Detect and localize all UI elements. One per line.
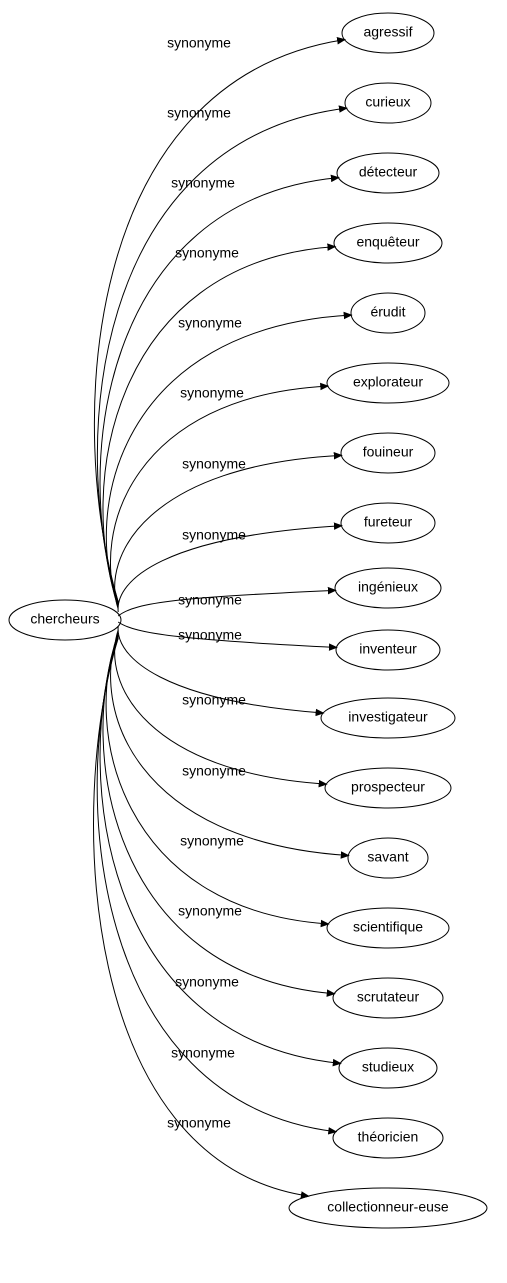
target-node-label-n11: prospecteur xyxy=(351,779,425,795)
edge-label-n10: synonyme xyxy=(182,692,246,708)
source-node-label: chercheurs xyxy=(30,611,99,627)
target-node-label-n2: détecteur xyxy=(359,164,418,180)
edge-label-n0: synonyme xyxy=(167,35,231,51)
edge-label-n11: synonyme xyxy=(182,763,246,779)
target-node-label-n10: investigateur xyxy=(348,709,428,725)
edge-label-n3: synonyme xyxy=(175,245,239,261)
edge-label-n9: synonyme xyxy=(178,627,242,643)
edge-label-n5: synonyme xyxy=(180,385,244,401)
edge-n13 xyxy=(106,635,328,924)
edge-label-n4: synonyme xyxy=(178,315,242,331)
edge-label-n13: synonyme xyxy=(178,903,242,919)
target-node-label-n16: théoricien xyxy=(358,1129,419,1145)
edge-n3 xyxy=(103,247,335,604)
edge-label-n2: synonyme xyxy=(171,175,235,191)
edge-label-n8: synonyme xyxy=(178,592,242,608)
edge-n5 xyxy=(111,386,328,607)
target-node-label-n3: enquêteur xyxy=(356,234,419,250)
target-node-label-n8: ingénieux xyxy=(358,579,418,595)
edge-label-n15: synonyme xyxy=(171,1045,235,1061)
edge-n12 xyxy=(111,633,349,855)
target-node-label-n14: scrutateur xyxy=(357,989,420,1005)
edge-label-n14: synonyme xyxy=(175,974,239,990)
target-node-label-n0: agressif xyxy=(363,24,412,40)
edge-n14 xyxy=(103,636,334,994)
edge-label-n6: synonyme xyxy=(182,456,246,472)
target-node-label-n7: fureteur xyxy=(364,514,413,530)
target-node-label-n5: explorateur xyxy=(353,374,423,390)
target-node-label-n12: savant xyxy=(367,849,408,865)
edge-label-n12: synonyme xyxy=(180,833,244,849)
synonym-graph: chercheurs synonyme agressif synonyme curieu… xyxy=(0,0,507,1283)
target-node-label-n6: fouineur xyxy=(363,444,414,460)
edge-label-n16: synonyme xyxy=(167,1115,231,1131)
edge-label-n7: synonyme xyxy=(182,527,246,543)
target-node-label-n4: érudit xyxy=(370,304,405,320)
target-node-label-n13: scientifique xyxy=(353,919,423,935)
target-node-label-n17: collectionneur-euse xyxy=(327,1199,449,1215)
target-node-label-n15: studieux xyxy=(362,1059,414,1075)
target-node-label-n9: inventeur xyxy=(359,641,417,657)
target-node-label-n1: curieux xyxy=(365,94,410,110)
edge-label-n1: synonyme xyxy=(167,105,231,121)
